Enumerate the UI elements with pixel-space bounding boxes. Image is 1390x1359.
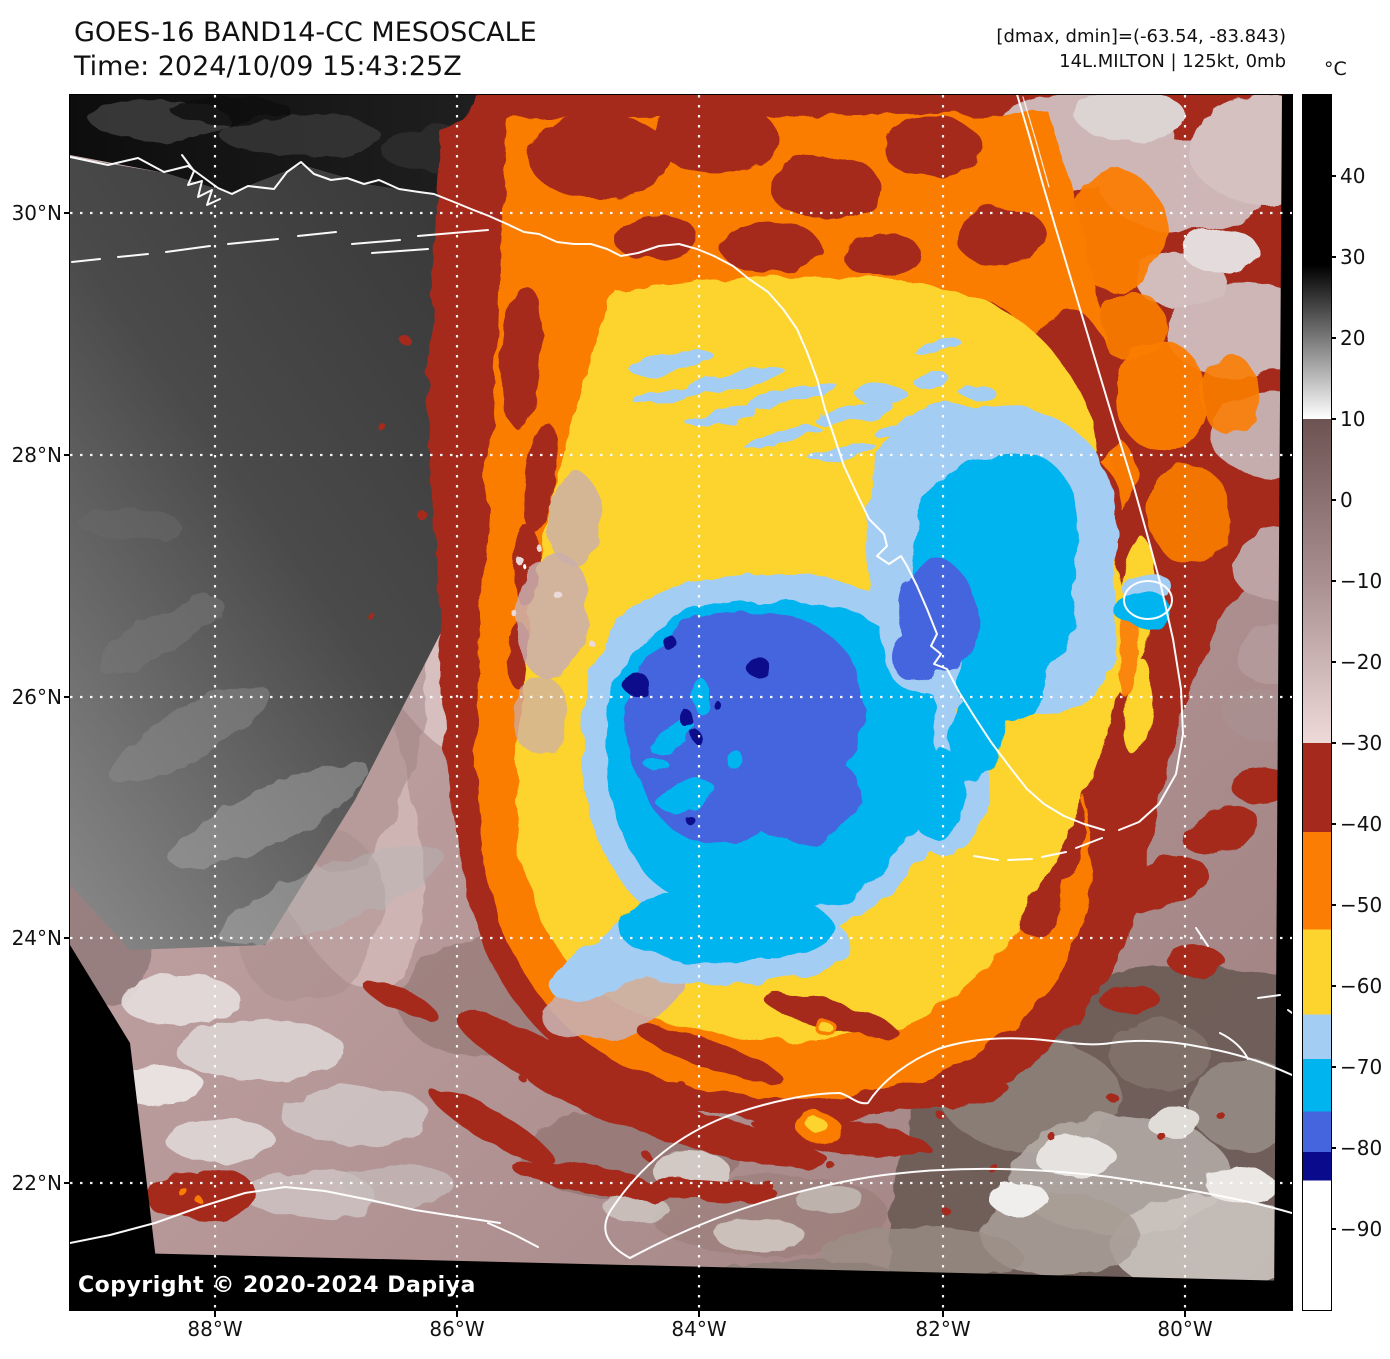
storm-structure bbox=[363, 95, 1292, 1204]
lat-tickmark bbox=[64, 1182, 70, 1184]
colorbar bbox=[1302, 94, 1332, 1311]
title-block: GOES-16 BAND14-CC MESOSCALE Time: 2024/1… bbox=[74, 16, 537, 84]
latlon-gridlines bbox=[70, 95, 1292, 1310]
colorbar-tickmark bbox=[1331, 1147, 1336, 1149]
figure-title: GOES-16 BAND14-CC MESOSCALE bbox=[74, 17, 537, 48]
lat-tick-label: 28°N bbox=[11, 443, 62, 467]
figure-subtitle: Time: 2024/10/09 15:43:25Z bbox=[74, 51, 462, 82]
coldest-navy-cells bbox=[623, 632, 770, 821]
lon-tickmark bbox=[1184, 1311, 1186, 1317]
lat-tick-label: 22°N bbox=[11, 1171, 62, 1195]
colorbar-tick-label: −70 bbox=[1340, 1055, 1383, 1079]
colorbar-tick-label: −10 bbox=[1340, 569, 1383, 593]
colorbar-tickmark bbox=[1331, 661, 1336, 663]
lat-tick-label: 24°N bbox=[11, 926, 62, 950]
barrier-islands bbox=[71, 229, 489, 263]
map-axes: Copyright © 2020-2024 Dapiya bbox=[69, 94, 1293, 1311]
cuba-south-coastline bbox=[629, 1167, 1292, 1259]
lon-tick-label: 82°W bbox=[915, 1317, 971, 1341]
colorbar-tickmark bbox=[1331, 823, 1336, 825]
storm-annotation: 14L.MILTON | 125kt, 0mb bbox=[1059, 51, 1286, 72]
southern-light-blue-flecks bbox=[600, 954, 785, 985]
copyright-watermark: Copyright © 2020-2024 Dapiya bbox=[78, 1273, 476, 1298]
colorbar-tickmark bbox=[1331, 256, 1336, 258]
lon-tickmark bbox=[456, 1311, 458, 1317]
satellite-imagery bbox=[70, 95, 1292, 1310]
lat-tickmark bbox=[64, 454, 70, 456]
colorbar-tickmark bbox=[1331, 418, 1336, 420]
gulf-coastline bbox=[70, 156, 1105, 831]
colorbar-tick-label: −30 bbox=[1340, 731, 1383, 755]
sector-edges bbox=[70, 95, 1292, 1310]
interior-warm-specks bbox=[513, 544, 591, 643]
colorbar-tick-label: 40 bbox=[1340, 164, 1366, 188]
coastlines bbox=[70, 95, 1292, 1259]
colorbar-tickmark bbox=[1331, 580, 1336, 582]
lon-tick-label: 86°W bbox=[429, 1317, 485, 1341]
colorbar-tickmark bbox=[1331, 742, 1336, 744]
colorbar-tickmark bbox=[1331, 1066, 1336, 1068]
colorbar-tick-label: 0 bbox=[1340, 488, 1353, 512]
lon-tickmark bbox=[698, 1311, 700, 1317]
colorbar-unit-label: °C bbox=[1324, 58, 1347, 80]
colorbar-tickmark bbox=[1331, 985, 1336, 987]
colorbar-tick-label: 20 bbox=[1340, 326, 1366, 350]
colorbar-tick-label: −90 bbox=[1340, 1217, 1383, 1241]
colorbar-tickmark bbox=[1331, 1228, 1336, 1230]
colorbar-tickmark bbox=[1331, 904, 1336, 906]
mississippi-delta bbox=[181, 154, 221, 206]
yucatan-coastline bbox=[70, 1186, 539, 1248]
east-lagoon bbox=[1022, 96, 1050, 188]
colorbar-tick-label: −60 bbox=[1340, 974, 1383, 998]
cuba-north-coastline bbox=[612, 1037, 1292, 1208]
colorbar-tick-label: −20 bbox=[1340, 650, 1383, 674]
lake-okeechobee bbox=[1123, 580, 1173, 620]
lat-tickmark bbox=[64, 937, 70, 939]
colorbar-tickmark bbox=[1331, 175, 1336, 177]
colorbar-tick-label: −80 bbox=[1340, 1136, 1383, 1160]
cuba-west-tip bbox=[604, 1206, 631, 1259]
lat-tick-label: 26°N bbox=[11, 685, 62, 709]
colorbar-tickmark bbox=[1331, 337, 1336, 339]
lat-tickmark bbox=[64, 696, 70, 698]
lat-tickmark bbox=[64, 212, 70, 214]
colorbar-tick-label: −40 bbox=[1340, 812, 1383, 836]
colorbar-tickmark bbox=[1331, 499, 1336, 501]
lat-tick-label: 30°N bbox=[11, 201, 62, 225]
florida-keys bbox=[973, 837, 1103, 861]
lon-tick-label: 84°W bbox=[671, 1317, 727, 1341]
lon-tick-label: 80°W bbox=[1157, 1317, 1213, 1341]
annotation-block: [dmax, dmin]=(-63.54, -83.843) 14L.MILTO… bbox=[996, 24, 1286, 74]
lon-tickmark bbox=[214, 1311, 216, 1317]
florida-east-coastline bbox=[1016, 95, 1184, 831]
colorbar-tick-label: 30 bbox=[1340, 245, 1366, 269]
range-annotation: [dmax, dmin]=(-63.54, -83.843) bbox=[996, 26, 1286, 47]
bahamas-islands bbox=[1195, 927, 1292, 1060]
colorbar-tick-label: 10 bbox=[1340, 407, 1366, 431]
cirrus-flecks-band bbox=[630, 339, 962, 462]
colorbar-tick-label: −50 bbox=[1340, 893, 1383, 917]
cdo-cyan-streaks bbox=[643, 679, 742, 812]
cuba-convective-cell bbox=[791, 1019, 845, 1147]
scattered-red-cells bbox=[147, 335, 1226, 1222]
lon-tick-label: 88°W bbox=[187, 1317, 243, 1341]
lon-tickmark bbox=[942, 1311, 944, 1317]
east-coast-cold-spot-cyan bbox=[1115, 592, 1171, 628]
